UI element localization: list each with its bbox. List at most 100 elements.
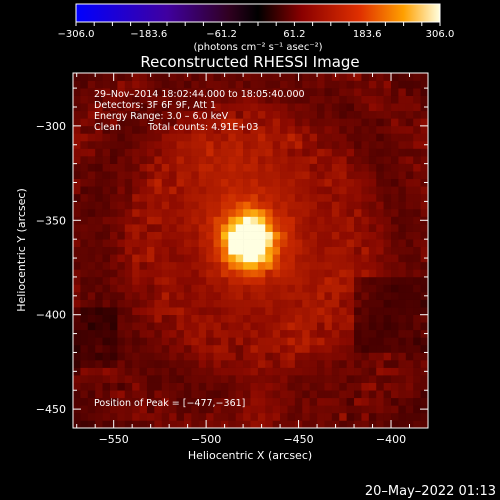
- heatmap-cell: [176, 208, 185, 217]
- heatmap-cell: [109, 412, 118, 421]
- heatmap-cell: [339, 239, 347, 248]
- heatmap-cell: [95, 163, 103, 172]
- heatmap-cell: [346, 231, 355, 240]
- heatmap-cell: [117, 73, 126, 81]
- heatmap-cell: [302, 337, 310, 346]
- heatmap-cell: [117, 382, 126, 391]
- heatmap-cell: [198, 148, 207, 157]
- heatmap-cell: [80, 322, 89, 331]
- heatmap-cell: [139, 269, 148, 278]
- heatmap-cell: [383, 299, 392, 308]
- heatmap-cell: [265, 156, 273, 164]
- heatmap-cell: [243, 360, 251, 368]
- heatmap-cell: [309, 382, 318, 391]
- heatmap-cell: [383, 246, 392, 255]
- heatmap-cell: [80, 307, 89, 315]
- heatmap-cell: [235, 292, 244, 300]
- heatmap-cell: [154, 322, 163, 331]
- heatmap-cell: [391, 314, 399, 323]
- heatmap-cell: [191, 292, 200, 300]
- heatmap-cell: [146, 216, 155, 225]
- heatmap-cell: [361, 156, 370, 164]
- heatmap-cell: [124, 299, 133, 308]
- heatmap-cell: [154, 178, 163, 187]
- heatmap-cell: [391, 382, 399, 391]
- heatmap-cell: [169, 412, 177, 421]
- heatmap-cell: [309, 73, 318, 81]
- heatmap-cell: [361, 171, 370, 180]
- heatmap-cell: [250, 405, 259, 414]
- heatmap-cell: [405, 276, 414, 285]
- heatmap-cell: [102, 224, 111, 232]
- heatmap-cell: [102, 307, 111, 315]
- y-tick-label: −300: [36, 120, 66, 133]
- heatmap-cell: [169, 201, 177, 210]
- heatmap-cell: [161, 420, 170, 428]
- heatmap-cell: [354, 118, 362, 127]
- heatmap-cell: [213, 292, 222, 300]
- heatmap-cell: [95, 148, 103, 157]
- heatmap-cell: [176, 163, 185, 172]
- heatmap-cell: [280, 382, 288, 391]
- heatmap-cell: [413, 73, 421, 81]
- heatmap-cell: [161, 322, 170, 331]
- heatmap-cell: [368, 239, 377, 248]
- heatmap-cell: [198, 201, 207, 210]
- heatmap-cell: [235, 314, 244, 323]
- heatmap-cell: [287, 88, 296, 96]
- heatmap-cell: [213, 299, 222, 308]
- heatmap-cell: [302, 140, 310, 149]
- heatmap-cell: [183, 125, 192, 134]
- heatmap-cell: [339, 344, 347, 353]
- heatmap-cell: [191, 216, 200, 225]
- heatmap-cell: [346, 163, 355, 172]
- heatmap-cell: [361, 337, 370, 346]
- heatmap-cell: [228, 88, 237, 96]
- heatmap-cell: [302, 95, 310, 104]
- heatmap-cell: [161, 337, 170, 346]
- heatmap-cell: [95, 254, 103, 263]
- heatmap-cell: [272, 73, 281, 81]
- heatmap-cell: [80, 186, 89, 195]
- heatmap-cell: [391, 156, 399, 164]
- heatmap-cell: [95, 239, 103, 248]
- heatmap-cell: [146, 224, 155, 232]
- annotation-total-counts: Total counts: 4.91E+03: [147, 122, 258, 133]
- heatmap-cell: [169, 171, 177, 180]
- heatmap-cell: [169, 307, 177, 315]
- heatmap-cell: [109, 224, 118, 232]
- heatmap-cell: [154, 231, 163, 240]
- heatmap-cell: [176, 193, 185, 202]
- heatmap-cell: [324, 216, 333, 225]
- heatmap-cell: [324, 88, 333, 96]
- heatmap-cell: [220, 246, 229, 255]
- heatmap-cell: [73, 307, 81, 315]
- heatmap-cell: [183, 390, 192, 399]
- heatmap-cell: [302, 201, 310, 210]
- heatmap-cell: [220, 208, 229, 217]
- heatmap-cell: [331, 352, 340, 361]
- heatmap-cell: [109, 239, 118, 248]
- heatmap-cell: [95, 110, 103, 119]
- heatmap-cell: [287, 314, 296, 323]
- heatmap-cell: [154, 133, 163, 142]
- heatmap-cell: [124, 148, 133, 157]
- heatmap-cell: [191, 375, 200, 383]
- heatmap-cell: [146, 246, 155, 255]
- heatmap-cell: [161, 140, 170, 149]
- heatmap-cell: [206, 261, 214, 270]
- heatmap-cell: [117, 239, 126, 248]
- heatmap-cell: [87, 314, 96, 323]
- heatmap-cell: [243, 80, 251, 89]
- heatmap-cell: [391, 133, 399, 142]
- heatmap-cell: [376, 224, 384, 232]
- heatmap-cell: [198, 231, 207, 240]
- heatmap-cell: [191, 73, 200, 81]
- heatmap-cell: [206, 88, 214, 96]
- heatmap-cell: [272, 231, 281, 240]
- heatmap-cell: [80, 405, 89, 414]
- heatmap-cell: [257, 375, 266, 383]
- heatmap-cell: [124, 193, 133, 202]
- heatmap-cell: [413, 412, 421, 421]
- heatmap-cell: [132, 125, 140, 134]
